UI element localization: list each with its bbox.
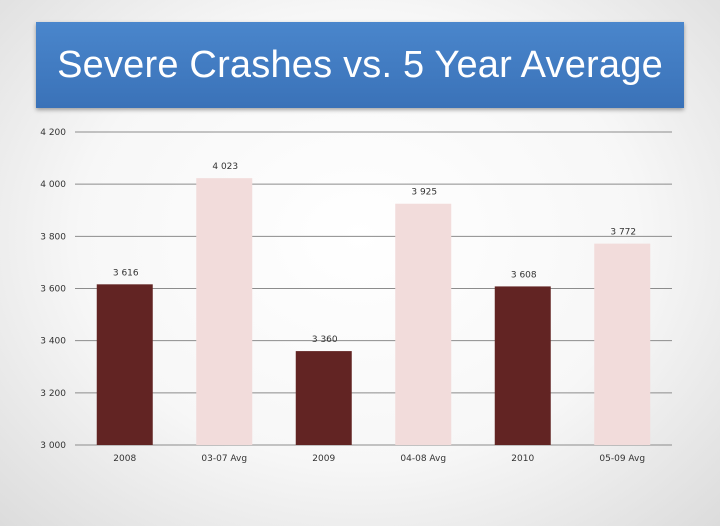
bar-04-08-avg <box>395 203 452 445</box>
y-tick-label: 3 800 <box>40 232 66 242</box>
y-axis-ticks: 3 000 3 200 3 400 3 600 3 800 4 000 4 200 <box>40 128 66 451</box>
gridlines <box>75 131 672 446</box>
bars <box>96 178 651 446</box>
x-tick-label: 03-07 Avg <box>201 454 247 464</box>
y-tick-label: 4 200 <box>40 128 66 138</box>
bar-2009 <box>295 351 352 445</box>
x-tick-label: 2009 <box>312 454 335 464</box>
x-tick-label: 04-08 Avg <box>400 454 446 464</box>
data-label: 3 360 <box>312 335 338 345</box>
bar-2010 <box>494 286 551 445</box>
title-banner: Severe Crashes vs. 5 Year Average <box>36 22 684 108</box>
bar-03-07-avg <box>196 178 253 446</box>
x-tick-label: 05-09 Avg <box>599 454 645 464</box>
data-label: 3 925 <box>411 188 437 198</box>
chart-title: Severe Crashes vs. 5 Year Average <box>57 43 663 86</box>
y-tick-label: 3 200 <box>40 389 66 399</box>
y-tick-label: 4 000 <box>40 180 66 190</box>
x-tick-label: 2010 <box>511 454 534 464</box>
data-label: 3 772 <box>610 228 636 238</box>
data-label: 3 608 <box>511 270 537 280</box>
y-tick-label: 3 400 <box>40 337 66 347</box>
y-tick-label: 3 000 <box>40 441 66 451</box>
x-axis-ticks: 2008 03-07 Avg 2009 04-08 Avg 2010 05-09 Avg <box>113 454 645 464</box>
data-label: 3 616 <box>113 268 139 278</box>
data-label: 4 023 <box>212 162 238 172</box>
data-labels: 3 616 4 023 3 360 3 925 3 608 3 772 <box>113 162 636 345</box>
y-tick-label: 3 600 <box>40 285 66 295</box>
bar-2008 <box>96 284 153 445</box>
bar-05-09-avg <box>594 243 651 445</box>
x-tick-label: 2008 <box>113 454 136 464</box>
